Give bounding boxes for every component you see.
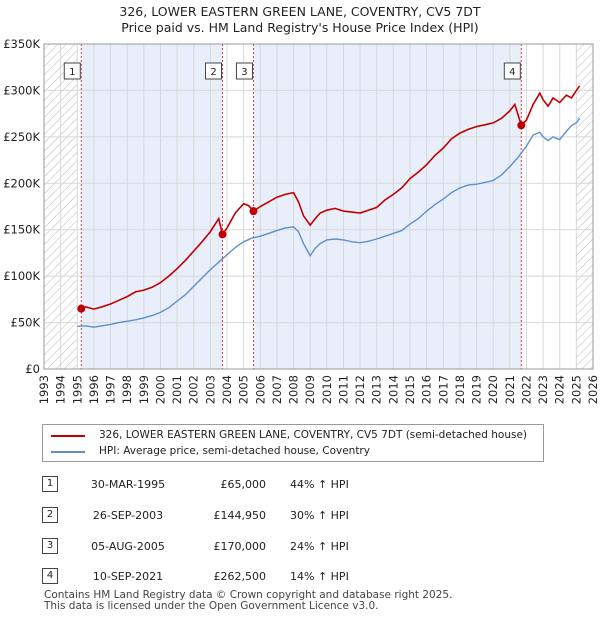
- x-tick-label: 2017: [436, 375, 450, 404]
- transaction-price: £262,500: [213, 570, 267, 583]
- x-tick-label: 2012: [353, 375, 367, 404]
- y-tick-label: £0: [25, 362, 40, 376]
- transaction-number: 3: [42, 538, 58, 554]
- price-paid-line: [80, 85, 581, 310]
- sale-point: [77, 304, 86, 313]
- x-tick-label: 1997: [104, 375, 118, 404]
- sale-label-box: [503, 62, 521, 80]
- chart-subtitle: Price paid vs. HM Land Registry's House …: [121, 20, 479, 35]
- sale-label-number: 3: [241, 67, 247, 78]
- sale-label-number: 1: [69, 67, 75, 78]
- x-tick-label: 2026: [586, 375, 600, 404]
- x-tick-label: 2010: [320, 375, 334, 404]
- sale-label-number: 4: [509, 67, 515, 78]
- transaction-date: 05-AUG-2005: [91, 540, 165, 553]
- x-tick-label: 2001: [170, 375, 184, 404]
- sale-label-box: [235, 62, 253, 80]
- transaction-date: 30-MAR-1995: [90, 478, 166, 491]
- transaction-price: £144,950: [213, 509, 267, 522]
- x-tick-label: 2016: [420, 375, 434, 404]
- x-tick-label: 2002: [187, 375, 201, 404]
- x-tick-label: 2019: [470, 375, 484, 404]
- y-tick-label: £50K: [11, 316, 41, 330]
- sale-label-number: 2: [210, 67, 216, 78]
- x-tick-label: 2014: [386, 375, 400, 404]
- x-tick-label: 2004: [220, 375, 234, 404]
- x-tick-label: 2011: [336, 375, 350, 404]
- legend-label-property: 326, LOWER EASTERN GREEN LANE, COVENTRY,…: [99, 429, 528, 441]
- legend-swatch-red: [51, 435, 85, 437]
- x-tick-label: 2003: [203, 375, 217, 404]
- y-tick-label: £200K: [3, 176, 40, 190]
- sale-label-box: [205, 62, 223, 80]
- hatched-region: [576, 44, 593, 369]
- transaction-hpi-change: 30% ↑ HPI: [290, 509, 349, 522]
- transaction-price: £65,000: [220, 478, 267, 491]
- transaction-price: £170,000: [213, 540, 267, 553]
- legend-label-hpi: HPI: Average price, semi-detached house,…: [99, 445, 370, 457]
- sale-label-box: [63, 62, 81, 80]
- transaction-hpi-change: 24% ↑ HPI: [290, 540, 349, 553]
- x-tick-label: 2020: [486, 375, 500, 404]
- price-chart: 1 2 3 4 £0 £50K £100K £150K £200K £250K £300K £350…: [3, 37, 600, 404]
- y-tick-label: £100K: [3, 269, 40, 283]
- x-tick-label: 2008: [287, 375, 301, 404]
- x-tick-label: 2006: [253, 375, 267, 404]
- x-tick-label: 2025: [569, 375, 583, 404]
- y-tick-label: £300K: [3, 83, 40, 97]
- transaction-number: 2: [42, 507, 58, 523]
- transaction-hpi-change: 44% ↑ HPI: [290, 478, 349, 491]
- transaction-number: 4: [42, 568, 58, 584]
- y-tick-label: £150K: [3, 223, 40, 237]
- x-tick-label: 1995: [70, 375, 84, 404]
- x-tick-label: 2022: [519, 375, 533, 404]
- transaction-date: 26-SEP-2003: [92, 509, 164, 522]
- x-tick-label: 2023: [536, 375, 550, 404]
- y-tick-label: £350K: [3, 37, 40, 51]
- x-tick-label: 2007: [270, 375, 284, 404]
- x-tick-label: 2013: [370, 375, 384, 404]
- x-tick-label: 1993: [37, 375, 51, 404]
- x-tick-label: 2018: [453, 375, 467, 404]
- x-tick-label: 2000: [153, 375, 167, 404]
- x-tick-label: 1994: [54, 375, 68, 404]
- x-tick-label: 1996: [87, 375, 101, 404]
- x-tick-label: 2015: [403, 375, 417, 404]
- transaction-number: 1: [42, 476, 58, 492]
- sale-point: [249, 207, 258, 216]
- x-tick-label: 2021: [503, 375, 517, 404]
- legend: 326, LOWER EASTERN GREEN LANE, COVENTRY,…: [42, 424, 544, 462]
- x-tick-label: 1999: [137, 375, 151, 404]
- transaction-hpi-change: 14% ↑ HPI: [290, 570, 349, 583]
- x-tick-label: 1998: [120, 375, 134, 404]
- footer-licence: This data is licensed under the Open Gov…: [44, 600, 379, 612]
- plot-border: [43, 43, 594, 370]
- chart-title: 326, LOWER EASTERN GREEN LANE, COVENTRY,…: [119, 4, 481, 19]
- sale-point: [218, 230, 227, 239]
- transaction-date: 10-SEP-2021: [92, 570, 164, 583]
- y-tick-label: £250K: [3, 130, 40, 144]
- x-tick-label: 2005: [237, 375, 251, 404]
- footer-copyright: Contains HM Land Registry data © Crown c…: [44, 589, 453, 601]
- x-tick-label: 2009: [303, 375, 317, 404]
- x-tick-label: 2024: [553, 375, 567, 404]
- hpi-line: [77, 117, 581, 328]
- shaded-period: [81, 44, 223, 369]
- legend-swatch-blue: [51, 451, 85, 453]
- footer: Contains HM Land Registry data © Crown c…: [44, 590, 452, 612]
- sale-point: [517, 121, 526, 130]
